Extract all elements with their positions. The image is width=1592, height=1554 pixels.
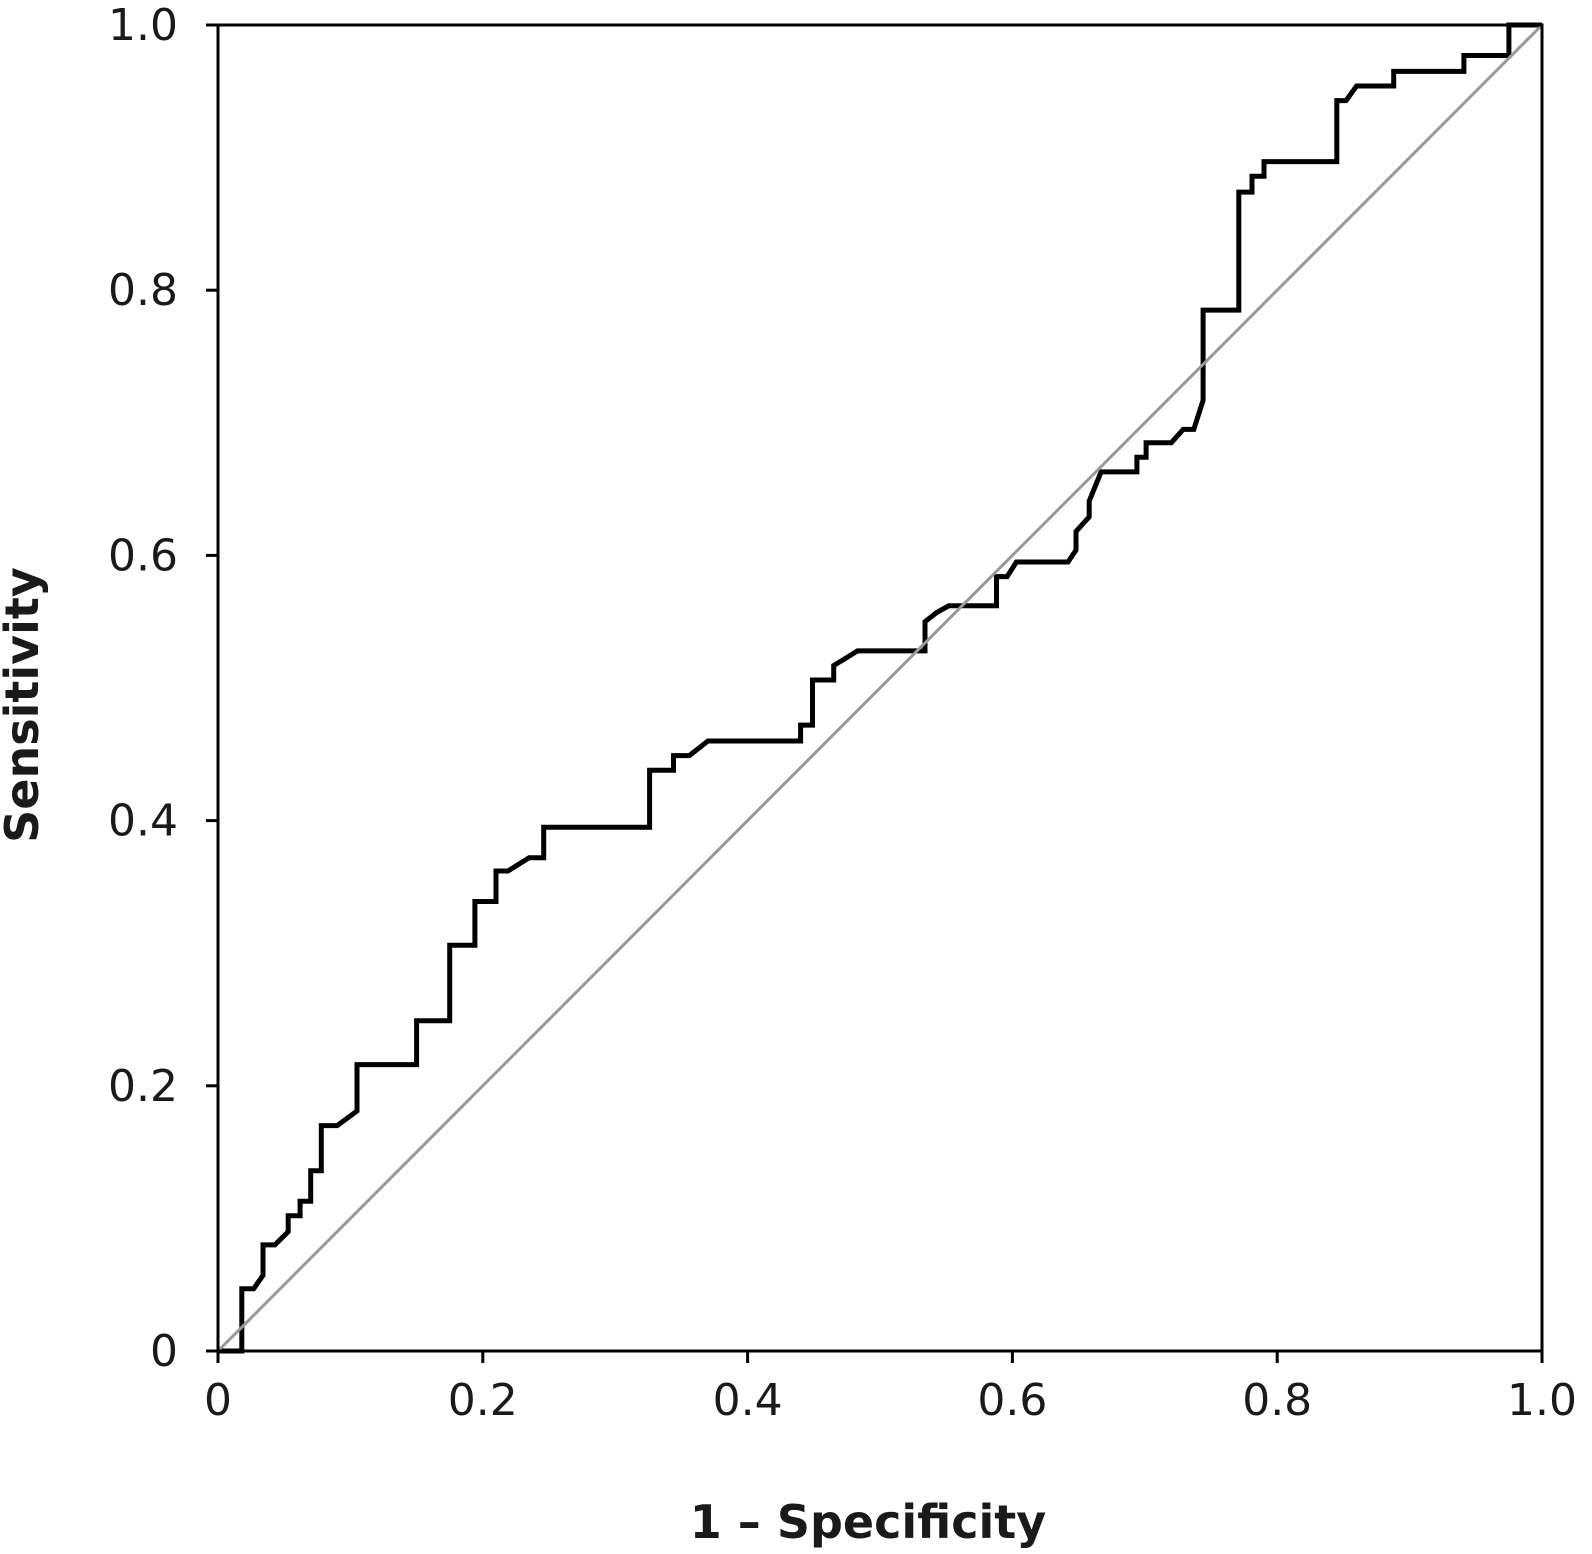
y-tick-label: 0.8 [108, 265, 178, 316]
x-axis-title: 1 – Specificity [690, 1495, 1046, 1549]
plot-area [216, 22, 1544, 1354]
x-tick-label: 0.2 [448, 1375, 518, 1426]
x-tick-label: 1.0 [1507, 1375, 1577, 1426]
x-axis-ticks: 0 0.2 0.4 0.6 0.8 1.0 [204, 1351, 1577, 1426]
y-tick-label: 1.0 [108, 0, 178, 51]
x-tick-label: 0.6 [977, 1375, 1047, 1426]
y-tick-label: 0.4 [108, 796, 178, 847]
y-axis-ticks: 0 0.2 0.4 0.6 0.8 1.0 [108, 0, 218, 1377]
roc-curve-line [218, 22, 1542, 1354]
x-tick-label: 0 [204, 1375, 232, 1426]
y-axis-title: Sensitivity [0, 567, 49, 843]
x-tick-label: 0.8 [1242, 1375, 1312, 1426]
reference-diagonal-line [216, 23, 1544, 1353]
x-tick-label: 0.4 [713, 1375, 783, 1426]
y-tick-label: 0.2 [108, 1061, 178, 1112]
plot-frame [216, 23, 1544, 1353]
y-tick-label: 0 [150, 1326, 178, 1377]
y-tick-label: 0.6 [108, 530, 178, 581]
